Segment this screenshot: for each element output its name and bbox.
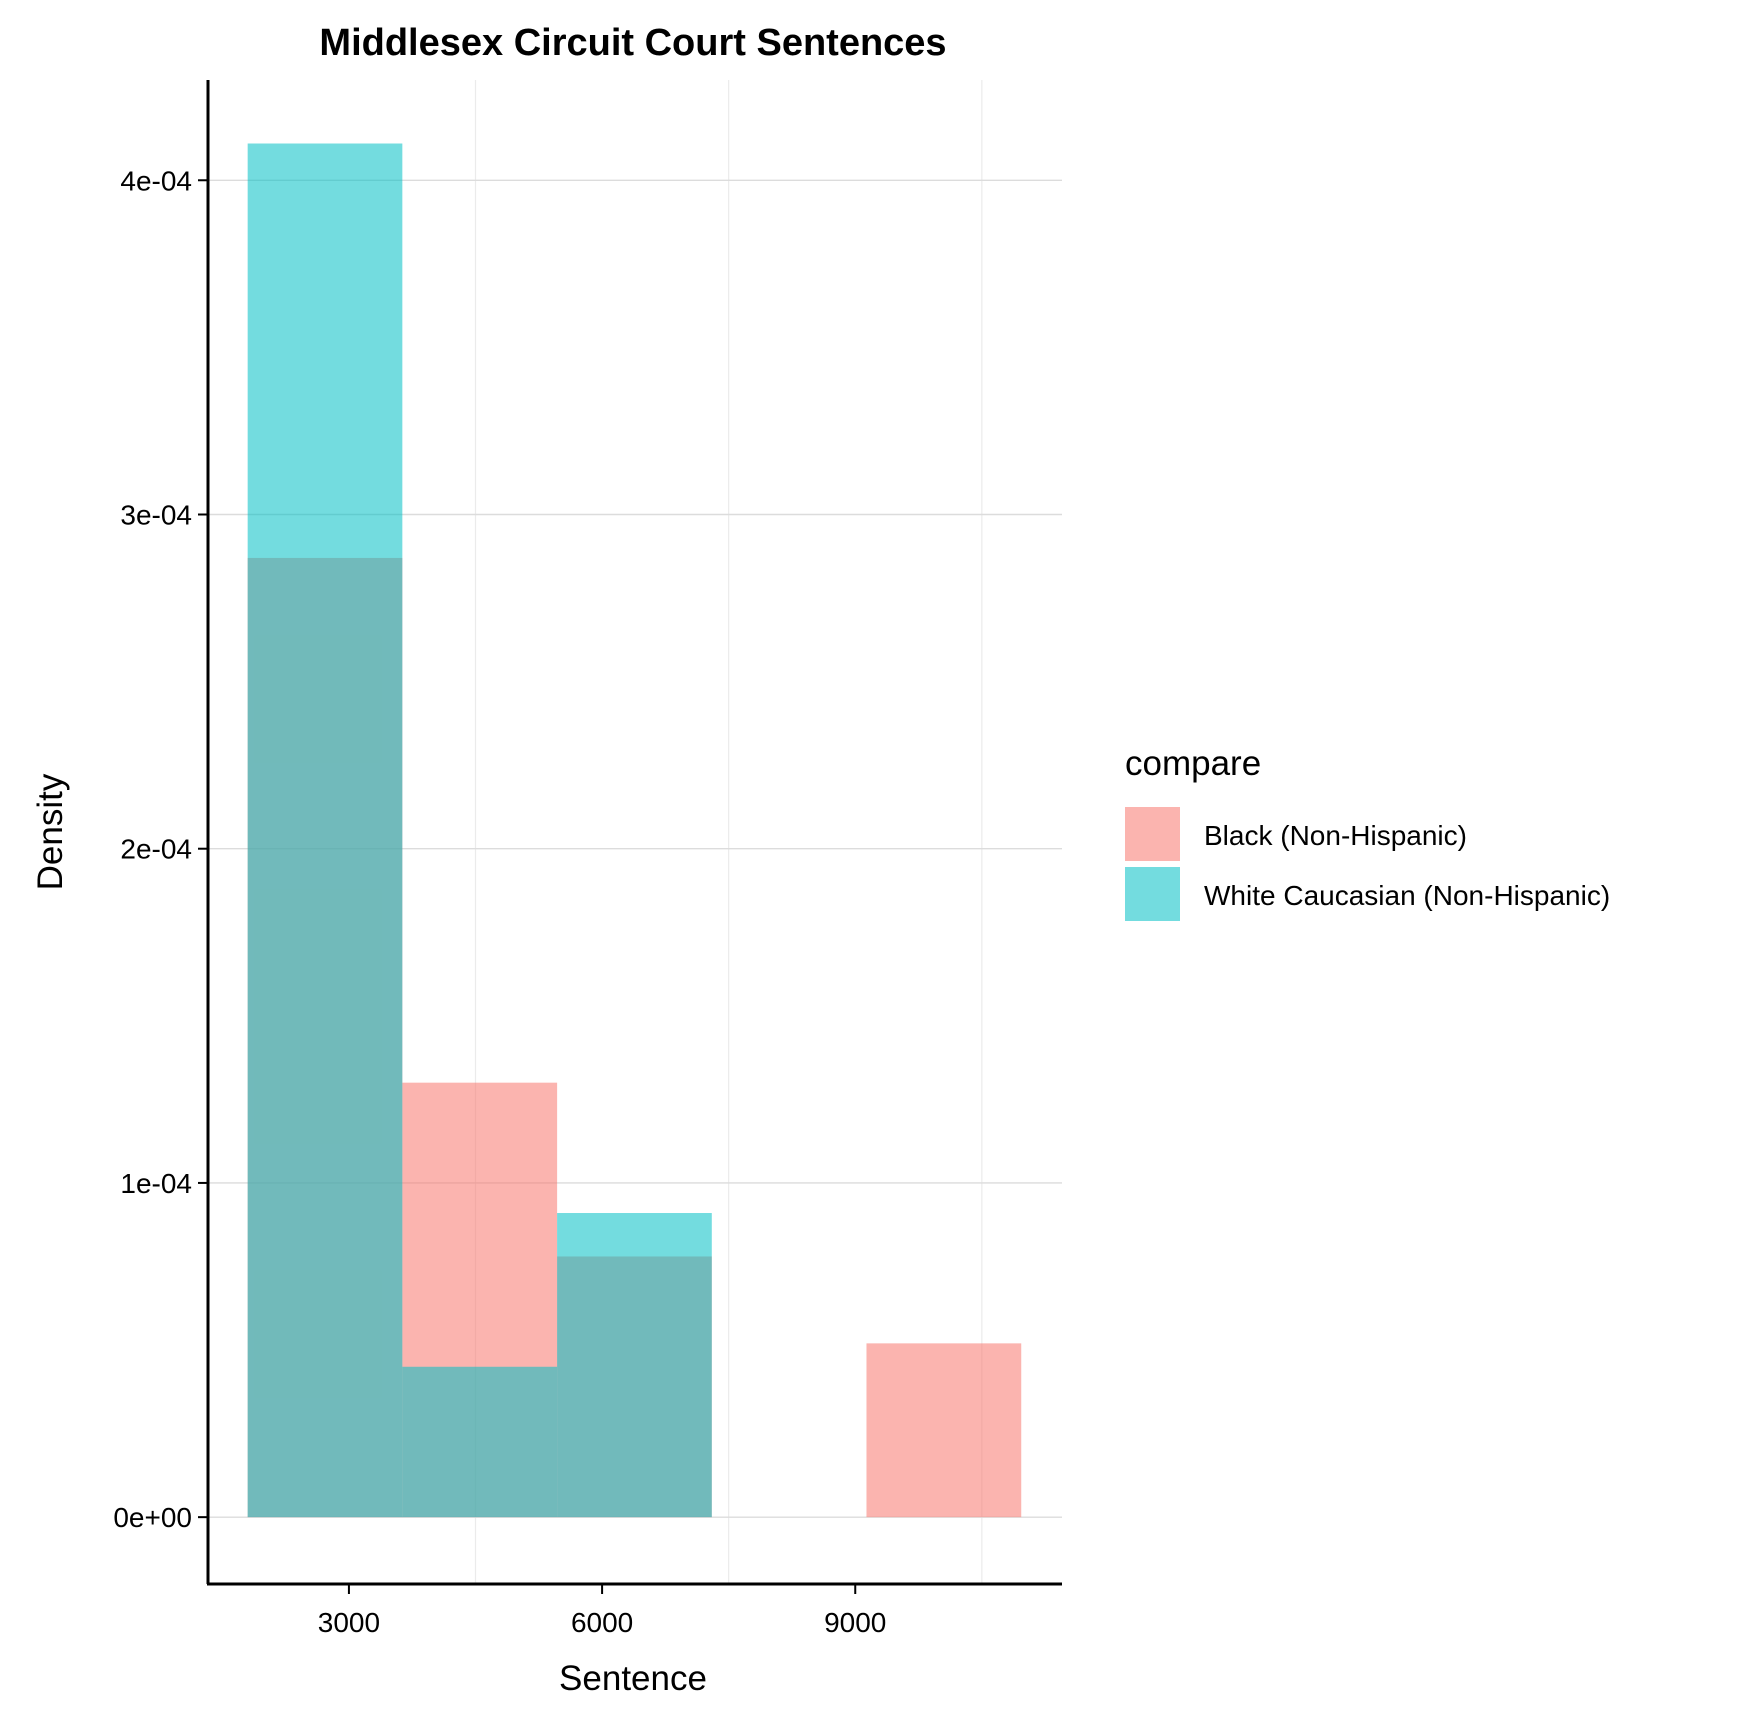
- y-tick-label: 1e-04: [120, 1168, 192, 1199]
- x-tick-label: 9000: [824, 1607, 886, 1638]
- legend-title: compare: [1125, 744, 1261, 783]
- axis-ticks: 0e+00 1e-04 2e-04 3e-04 4e-04 3000 6000 9000: [113, 165, 886, 1638]
- bar-white-bin-1: [402, 1366, 558, 1518]
- y-tick-label: 3e-04: [120, 499, 192, 530]
- y-tick-label: 0e+00: [113, 1502, 192, 1533]
- y-axis-title: Density: [31, 773, 70, 890]
- y-tick-label: 4e-04: [120, 165, 192, 196]
- legend-swatch-white: [1125, 867, 1180, 921]
- x-tick-label: 6000: [571, 1607, 633, 1638]
- bar-white-bin-0: [247, 143, 403, 1518]
- y-tick-label: 2e-04: [120, 834, 192, 865]
- legend: compare Black (Non-Hispanic) White Cauca…: [1125, 744, 1610, 921]
- bar-black-bin-4: [866, 1343, 1022, 1518]
- chart-title: Middlesex Circuit Court Sentences: [319, 22, 946, 64]
- legend-label-black: Black (Non-Hispanic): [1204, 820, 1467, 851]
- legend-label-white: White Caucasian (Non-Hispanic): [1204, 880, 1610, 911]
- legend-swatch-black: [1125, 807, 1180, 861]
- x-axis-title: Sentence: [559, 1659, 707, 1698]
- histogram-bars: [247, 143, 1022, 1518]
- x-tick-label: 3000: [318, 1607, 380, 1638]
- bar-white-bin-2: [557, 1213, 712, 1518]
